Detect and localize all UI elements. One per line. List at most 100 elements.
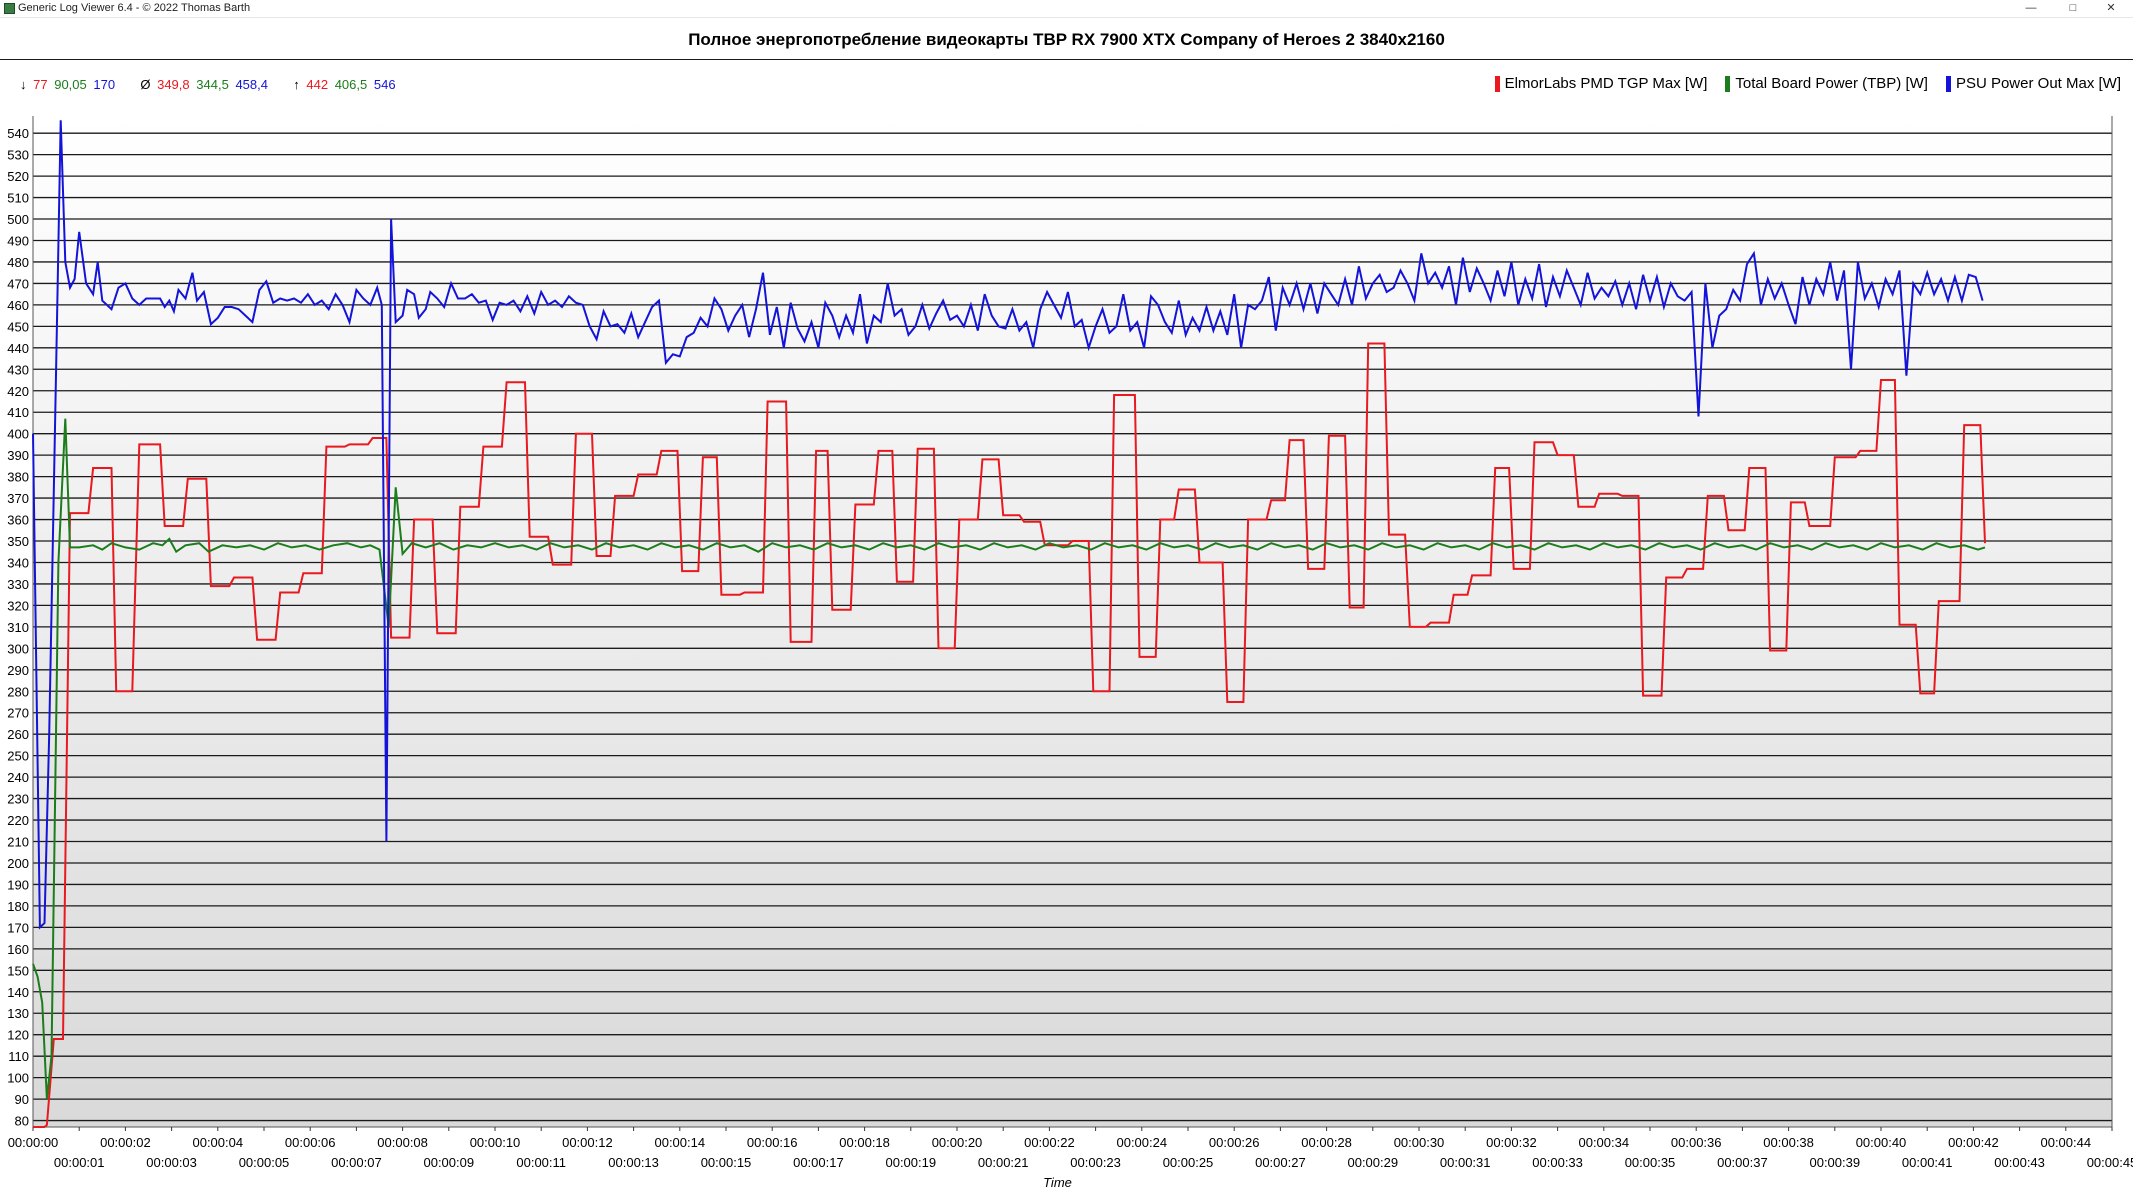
x-tick-label: 00:00:17 — [793, 1155, 844, 1170]
series-line-psu — [32, 120, 1984, 930]
y-tick-label: 400 — [7, 427, 29, 442]
x-tick-label: 00:00:07 — [331, 1155, 382, 1170]
y-tick-label: 260 — [7, 727, 29, 742]
x-tick-label: 00:00:14 — [654, 1135, 705, 1150]
y-tick-label: 190 — [7, 877, 29, 892]
x-tick-label: 00:00:02 — [100, 1135, 151, 1150]
legend-item-tbp[interactable]: Total Board Power (TBP) [W] — [1725, 75, 1928, 92]
x-tick-label: 00:00:20 — [932, 1135, 983, 1150]
x-tick-label: 00:00:37 — [1717, 1155, 1768, 1170]
max-arrow-icon: ↑ — [293, 77, 300, 92]
x-tick-label: 00:00:26 — [1209, 1135, 1260, 1150]
y-tick-label: 500 — [7, 212, 29, 227]
x-tick-label: 00:00:28 — [1301, 1135, 1352, 1150]
grid-lines — [32, 116, 2113, 1128]
y-tick-label: 200 — [7, 856, 29, 871]
window-title: Generic Log Viewer 6.4 - © 2022 Thomas B… — [18, 2, 251, 14]
line-chart[interactable]: 80 90 100 110 120 130 140 150 160 170 180 190 200 210… — [0, 100, 2133, 1200]
x-tick-label: 00:00:35 — [1625, 1155, 1676, 1170]
y-tick-label: 150 — [7, 963, 29, 978]
x-tick-label: 00:00:22 — [1024, 1135, 1075, 1150]
stat-avg-blue: 458,4 — [235, 77, 268, 92]
legend-label-tbp: Total Board Power (TBP) [W] — [1735, 75, 1928, 92]
x-tick-label: 00:00:45 — [2087, 1155, 2133, 1170]
y-tick-label: 370 — [7, 491, 29, 506]
series-lines — [32, 120, 1986, 1128]
maximize-button[interactable]: □ — [2069, 2, 2077, 14]
x-tick-label: 00:00:36 — [1671, 1135, 1722, 1150]
x-tick-label: 00:00:23 — [1070, 1155, 1121, 1170]
y-tick-label: 480 — [7, 255, 29, 270]
y-tick-label: 340 — [7, 555, 29, 570]
x-tick-label: 00:00:09 — [423, 1155, 474, 1170]
series-line-elmorlabs — [33, 342, 1986, 1128]
y-tick-label: 290 — [7, 663, 29, 678]
x-tick-label: 00:00:29 — [1347, 1155, 1398, 1170]
y-tick-label: 540 — [7, 126, 29, 141]
x-axis-ticks: 00:00:00 00:00:02 00:00:04 00:00:06 00:00:08… — [8, 1127, 2133, 1170]
chart-legend: ElmorLabs PMD TGP Max [W] Total Board Po… — [1494, 75, 2121, 92]
x-tick-label: 00:00:15 — [701, 1155, 752, 1170]
y-tick-label: 510 — [7, 191, 29, 206]
x-tick-label: 00:00:19 — [885, 1155, 936, 1170]
x-tick-label: 00:00:44 — [2040, 1135, 2091, 1150]
x-tick-label: 00:00:08 — [377, 1135, 428, 1150]
y-tick-label: 160 — [7, 942, 29, 957]
y-tick-label: 210 — [7, 835, 29, 850]
y-tick-label: 310 — [7, 620, 29, 635]
x-tick-label: 00:00:31 — [1440, 1155, 1491, 1170]
x-tick-label: 00:00:11 — [516, 1155, 566, 1170]
x-tick-label: 00:00:38 — [1763, 1135, 1814, 1150]
y-tick-label: 90 — [15, 1092, 29, 1107]
title-divider — [0, 59, 2133, 60]
y-tick-label: 320 — [7, 598, 29, 613]
stat-max-red: 442 — [306, 77, 329, 92]
stat-avg-red: 349,8 — [157, 77, 190, 92]
legend-item-psu[interactable]: PSU Power Out Max [W] — [1945, 75, 2121, 92]
y-tick-label: 460 — [7, 298, 29, 313]
y-tick-label: 490 — [7, 233, 29, 248]
y-tick-label: 330 — [7, 577, 29, 592]
avg-symbol-icon: Ø — [140, 77, 151, 92]
close-button[interactable]: ✕ — [2106, 2, 2116, 14]
x-tick-label: 00:00:27 — [1255, 1155, 1306, 1170]
stats-bar: ↓ 77 90,05 170 Ø 349,8 344,5 458,4 ↑ 442… — [20, 77, 399, 92]
x-tick-label: 00:00:43 — [1994, 1155, 2045, 1170]
stat-max-green: 406,5 — [334, 77, 368, 92]
y-axis-ticks: 80 90 100 110 120 130 140 150 160 170 180 190 200 210… — [7, 126, 29, 1128]
x-tick-label: 00:00:40 — [1856, 1135, 1907, 1150]
x-tick-label: 00:00:24 — [1116, 1135, 1167, 1150]
x-tick-label: 00:00:12 — [562, 1135, 613, 1150]
y-tick-label: 110 — [8, 1049, 29, 1064]
y-tick-label: 270 — [7, 706, 29, 721]
y-tick-label: 120 — [7, 1028, 29, 1043]
x-tick-label: 00:00:25 — [1163, 1155, 1214, 1170]
y-tick-label: 520 — [7, 169, 29, 184]
x-tick-label: 00:00:41 — [1902, 1155, 1953, 1170]
stat-min-blue: 170 — [93, 77, 116, 92]
legend-label-elmorlabs: ElmorLabs PMD TGP Max [W] — [1504, 75, 1708, 92]
stat-min-red: 77 — [33, 77, 48, 92]
y-tick-label: 250 — [7, 749, 29, 764]
y-tick-label: 360 — [7, 513, 29, 528]
legend-label-psu: PSU Power Out Max [W] — [1955, 75, 2121, 92]
y-tick-label: 390 — [7, 448, 29, 463]
x-tick-label: 00:00:01 — [54, 1155, 105, 1170]
x-axis-label: Time — [1043, 1175, 1072, 1190]
x-tick-label: 00:00:04 — [192, 1135, 243, 1150]
y-tick-label: 450 — [7, 319, 29, 334]
x-tick-label: 00:00:34 — [1578, 1135, 1629, 1150]
y-tick-label: 140 — [7, 985, 29, 1000]
y-tick-label: 80 — [15, 1114, 29, 1129]
x-tick-label: 00:00:16 — [747, 1135, 798, 1150]
y-tick-label: 220 — [7, 813, 29, 828]
series-line-tbp — [32, 418, 1986, 1100]
x-tick-label: 00:00:05 — [239, 1155, 290, 1170]
legend-item-elmorlabs[interactable]: ElmorLabs PMD TGP Max [W] — [1494, 75, 1708, 92]
minimize-button[interactable]: — — [2025, 2, 2037, 14]
x-tick-label: 00:00:03 — [146, 1155, 197, 1170]
y-tick-label: 170 — [7, 920, 29, 935]
y-tick-label: 530 — [7, 148, 29, 163]
y-tick-label: 280 — [7, 684, 29, 699]
y-tick-label: 420 — [7, 384, 29, 399]
